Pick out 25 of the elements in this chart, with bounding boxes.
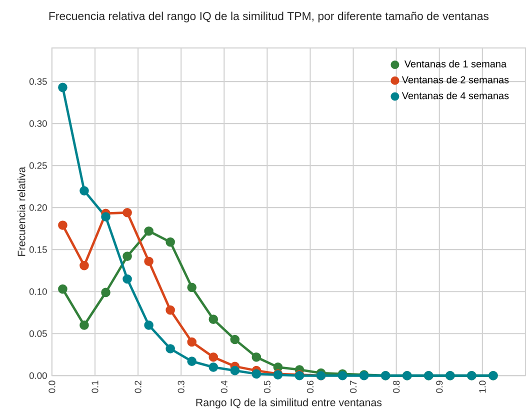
y-tick-label: 0.10 bbox=[29, 288, 47, 296]
chart-title: Frecuencia relativa del rango IQ de la similitud TPM, por diferente tamaño de ventanas bbox=[49, 12, 489, 23]
x-tick-label: 0.4 bbox=[220, 380, 228, 394]
x-tick-label: 0.5 bbox=[264, 380, 270, 394]
x-tick-label: 0.7 bbox=[350, 380, 357, 394]
x-tick-label: 0.6 bbox=[306, 380, 314, 394]
x-tick-label: 0.2 bbox=[134, 380, 142, 394]
y-tick-label: 0.15 bbox=[29, 246, 47, 254]
x-tick-label: 0.9 bbox=[436, 380, 443, 394]
y-tick-label: 0.25 bbox=[29, 162, 47, 170]
y-tick-label: 0.30 bbox=[29, 120, 47, 128]
legend-label: Ventanas de 4 semanas bbox=[402, 92, 509, 100]
x-axis-title: Rango IQ de la similitud entre ventanas bbox=[196, 398, 382, 409]
x-tick-label: 0.8 bbox=[393, 380, 400, 394]
y-tick-label: 0.05 bbox=[29, 330, 47, 338]
legend-label: Ventanas de 1 semana bbox=[404, 60, 507, 68]
y-tick-label: 0.00 bbox=[29, 372, 47, 380]
legend-label: Ventanas de 2 semanas bbox=[402, 76, 509, 84]
x-tick-label: 0.1 bbox=[92, 380, 98, 394]
x-tick-label: 0.0 bbox=[48, 380, 56, 394]
x-tick-label: 1.0 bbox=[479, 380, 486, 393]
x-tick-label: 0.3 bbox=[178, 380, 184, 394]
y-tick-label: 0.35 bbox=[29, 78, 47, 86]
y-axis-title: Frecuencia relativa bbox=[17, 166, 26, 256]
y-tick-label: 0.20 bbox=[29, 204, 47, 212]
